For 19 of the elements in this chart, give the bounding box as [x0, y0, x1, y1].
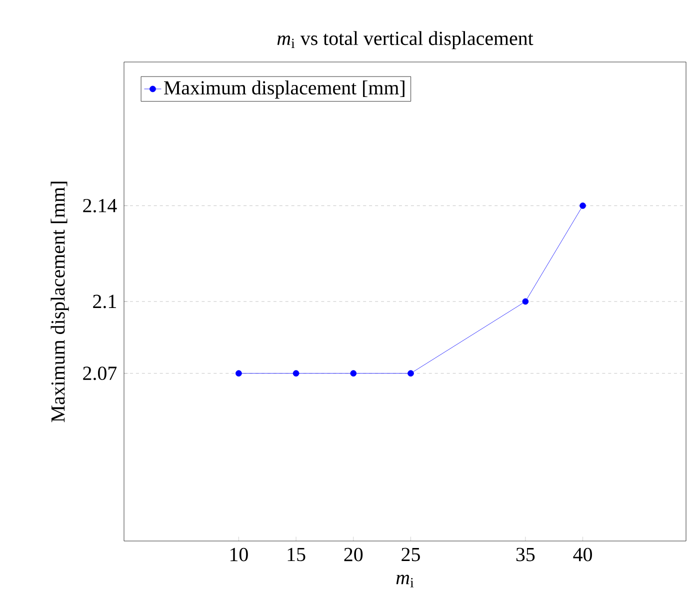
- x-axis-title: m$_{i}$: [396, 574, 414, 588]
- point: [408, 370, 414, 377]
- x-tick-label: 10: [230, 548, 248, 562]
- point: [350, 370, 357, 377]
- x-tick-label: 25: [402, 548, 420, 562]
- y-tick-label: 2.07: [83, 366, 117, 380]
- point: [580, 202, 586, 209]
- y-axis-title: Maximum displacement [mm]: [50, 182, 69, 422]
- x-tick-label: 35: [516, 548, 535, 562]
- x-tick-label: 20: [344, 548, 363, 562]
- point: [292, 370, 300, 377]
- point: [522, 298, 529, 305]
- chart-title: m$_{i}$ vs total vertical displacement: [277, 31, 534, 50]
- legend-label: Maximum displacement [mm]: [164, 80, 404, 99]
- y-tick-label: 2.1: [93, 294, 116, 308]
- point: [236, 370, 242, 377]
- y-tick-label: 2.14: [83, 198, 117, 212]
- x-tick-label: 40: [573, 548, 592, 562]
- x-tick-label: 15: [288, 548, 306, 562]
